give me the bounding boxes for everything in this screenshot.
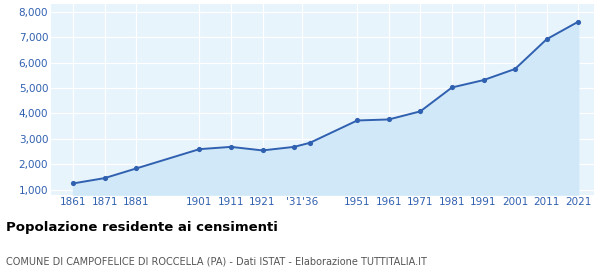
Text: Popolazione residente ai censimenti: Popolazione residente ai censimenti (6, 221, 278, 234)
Point (226, 145, 236, 149)
Point (352, 118, 362, 123)
Point (100, 176, 109, 180)
Point (258, 148, 268, 153)
Point (542, 37, 551, 41)
Point (447, 85, 457, 90)
Point (384, 117, 394, 122)
Point (68, 181, 78, 186)
Point (289, 145, 299, 149)
Point (479, 78, 488, 82)
Point (194, 147, 204, 151)
Point (574, 20, 583, 24)
Text: COMUNE DI CAMPOFELICE DI ROCCELLA (PA) - Dati ISTAT - Elaborazione TUTTITALIA.IT: COMUNE DI CAMPOFELICE DI ROCCELLA (PA) -… (6, 256, 427, 267)
Point (510, 67, 520, 71)
Point (416, 109, 425, 114)
Point (305, 141, 314, 145)
Point (131, 166, 141, 171)
